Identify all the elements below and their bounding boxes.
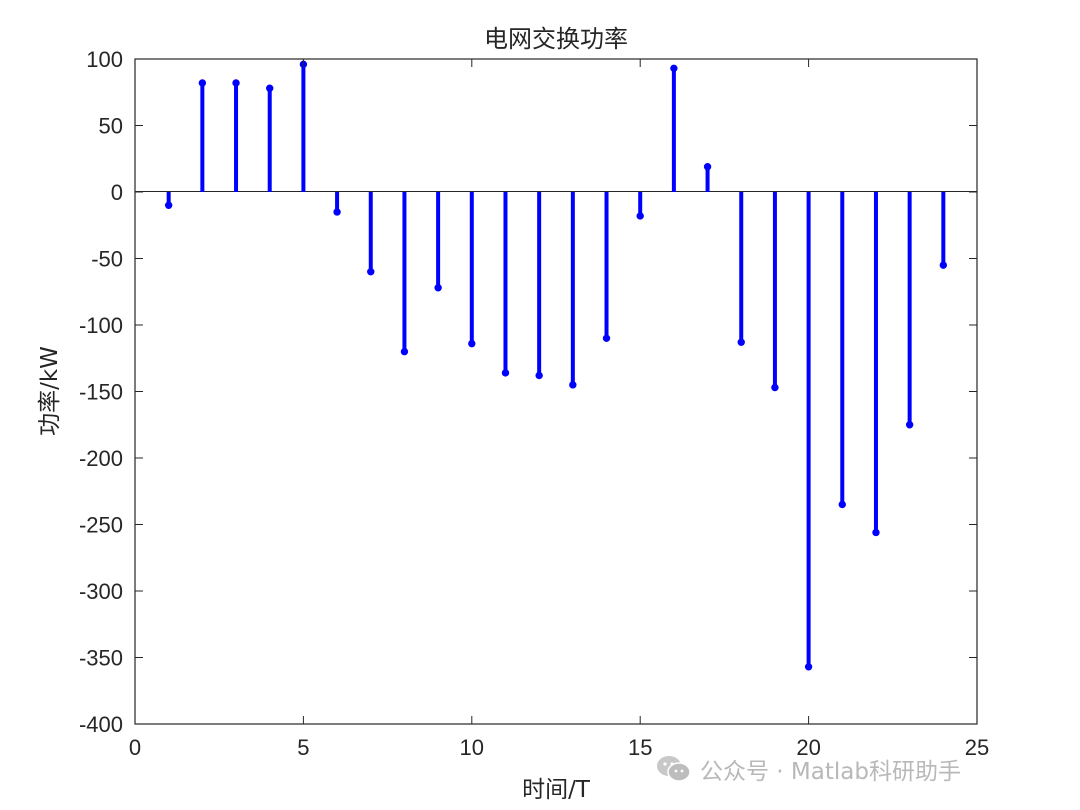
x-tick-label: 20 — [796, 735, 820, 760]
x-tick-label: 25 — [965, 735, 989, 760]
stem-marker — [703, 163, 712, 171]
x-tick-label: 0 — [129, 735, 141, 760]
y-tick-label: -350 — [79, 646, 123, 671]
stem-marker — [232, 79, 240, 87]
y-axis: 100 50 0 -50 -100 -150 -200 -250 -300 -350 -400 — [79, 47, 977, 737]
y-tick-label: -400 — [79, 712, 123, 737]
stem-marker — [535, 371, 543, 380]
x-axis-label: 时间/T — [522, 777, 591, 803]
stem-marker — [198, 79, 207, 87]
stem-marker — [164, 201, 173, 210]
stem-marker — [636, 212, 644, 220]
stem-marker — [400, 347, 409, 356]
plot-area — [135, 59, 977, 724]
chart-title: 电网交换功率 — [484, 25, 628, 53]
stem-marker — [266, 84, 274, 92]
x-axis: 0 5 10 15 20 25 — [129, 59, 989, 760]
x-tick-label: 5 — [297, 735, 309, 760]
y-tick-label: -200 — [79, 446, 123, 471]
stem-marker — [434, 284, 442, 292]
stem-marker — [838, 500, 846, 509]
stem-marker — [872, 528, 880, 537]
stem-marker — [367, 268, 375, 276]
stem-marker — [468, 339, 476, 348]
wechat-icon — [657, 756, 691, 782]
watermark: 公众号 · Matlab科研助手 — [656, 750, 961, 788]
stem-marker — [771, 383, 779, 392]
stem-marker — [905, 421, 914, 429]
stem-marker — [602, 334, 611, 342]
stem-marker — [569, 381, 577, 389]
stem-series — [164, 60, 948, 671]
watermark-text: 公众号 · Matlab科研助手 — [700, 759, 961, 785]
y-tick-label: -250 — [79, 513, 123, 538]
y-tick-label: -50 — [91, 247, 123, 272]
y-tick-label: -150 — [79, 380, 123, 405]
stem-marker — [939, 261, 948, 269]
stem-marker — [737, 338, 745, 346]
stem-marker — [501, 369, 510, 377]
y-tick-label: 0 — [111, 180, 123, 205]
x-tick-label: 10 — [460, 735, 484, 760]
stem-marker — [670, 64, 678, 73]
y-tick-label: -100 — [79, 313, 123, 338]
y-tick-label: 100 — [86, 47, 123, 72]
y-tick-label: -300 — [79, 579, 123, 604]
stem-marker — [804, 663, 813, 671]
y-axis-label: 功率/kW — [37, 346, 63, 436]
x-tick-label: 15 — [628, 735, 652, 760]
y-tick-label: 50 — [99, 114, 123, 139]
stem-marker — [333, 208, 341, 216]
